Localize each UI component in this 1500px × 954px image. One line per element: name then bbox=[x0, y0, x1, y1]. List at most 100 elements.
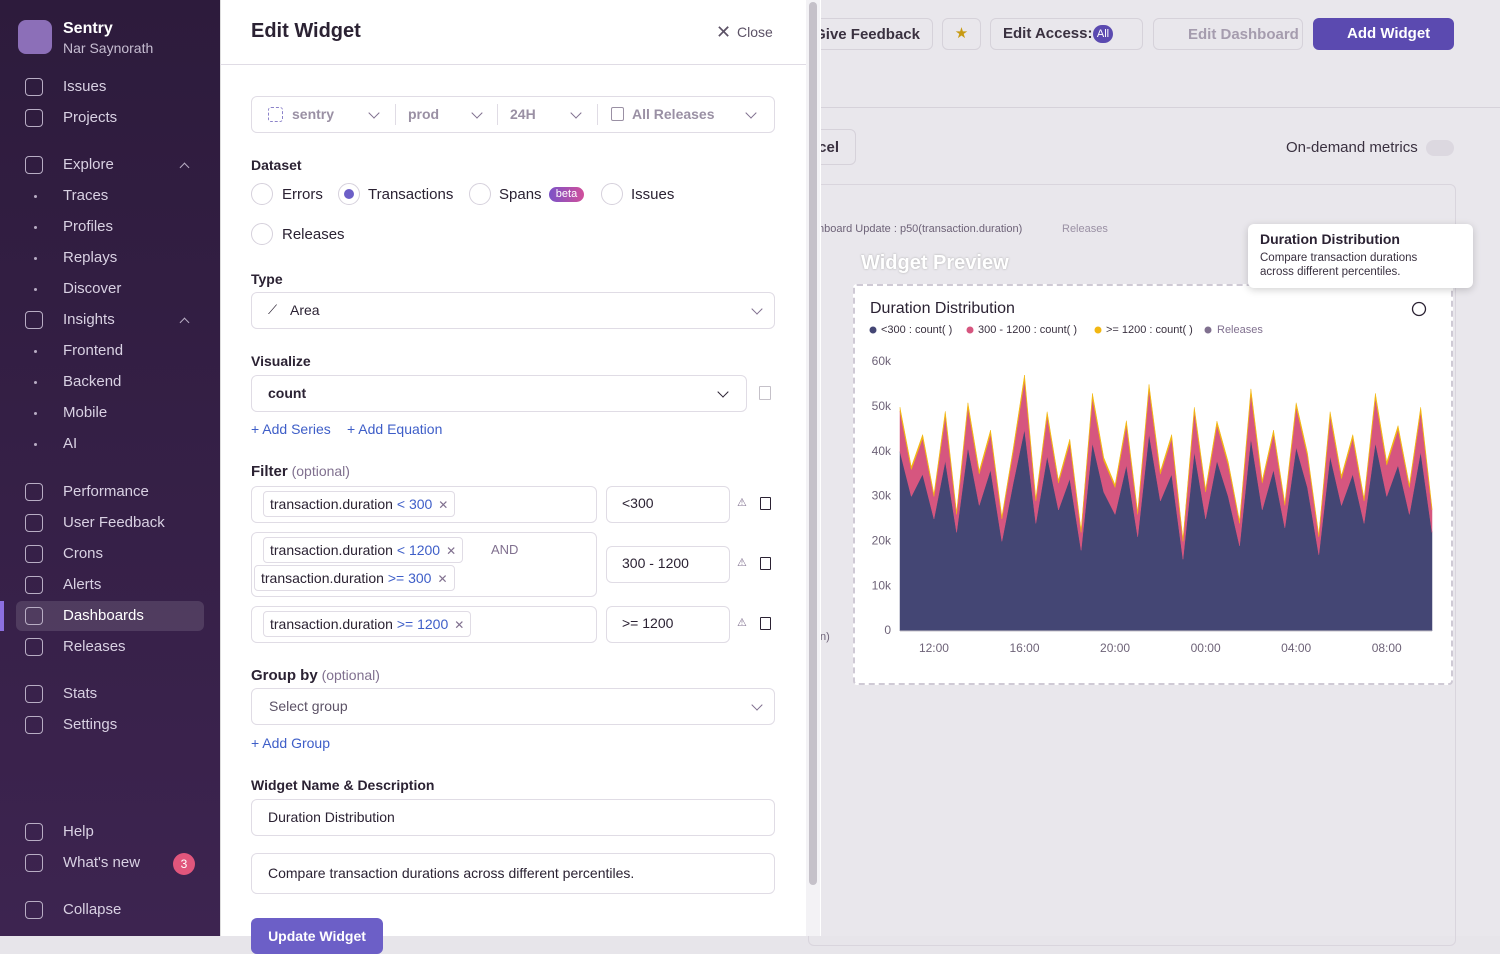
trash-icon[interactable] bbox=[759, 386, 771, 400]
on-demand-toggle[interactable] bbox=[1426, 140, 1454, 156]
trash-icon[interactable] bbox=[760, 497, 771, 510]
nav-active-indicator bbox=[0, 601, 4, 631]
edit-access-button[interactable] bbox=[990, 18, 1143, 50]
type-label: Type bbox=[251, 271, 283, 287]
drawer-divider bbox=[220, 64, 806, 65]
nav-item[interactable]: Issues bbox=[63, 78, 107, 95]
visualize-select[interactable] bbox=[251, 375, 747, 412]
nav-item[interactable]: Frontend bbox=[63, 342, 124, 359]
token-value: 1200 bbox=[417, 616, 449, 632]
nav-bullet bbox=[34, 442, 37, 446]
filter-heading: Filter (optional) bbox=[251, 463, 350, 480]
add-group[interactable]: + Add Group bbox=[251, 735, 331, 751]
edit-access-label: Edit Access: bbox=[1003, 25, 1093, 42]
project-filter[interactable]: sentry bbox=[292, 106, 335, 122]
nav-item[interactable]: Dashboards bbox=[63, 607, 144, 624]
nav-bullet bbox=[34, 194, 37, 198]
close-label[interactable]: Close bbox=[737, 24, 773, 40]
beta-badge: beta bbox=[549, 187, 584, 202]
nav-item[interactable]: Settings bbox=[63, 716, 118, 733]
separator bbox=[497, 104, 498, 125]
radio[interactable] bbox=[251, 223, 273, 245]
nav-item[interactable]: Projects bbox=[63, 109, 118, 126]
add-series[interactable]: + Add Series bbox=[251, 421, 331, 437]
nav-item[interactable]: Discover bbox=[63, 280, 122, 297]
token-remove[interactable]: ✕ bbox=[438, 498, 449, 512]
trash-icon[interactable] bbox=[760, 557, 771, 570]
legend-label: Releases bbox=[1217, 324, 1263, 336]
nav-item[interactable]: Crons bbox=[63, 545, 104, 562]
nav-bullet bbox=[34, 380, 37, 384]
filter-alias[interactable] bbox=[606, 546, 730, 583]
area-icon: ⟋ bbox=[268, 302, 278, 317]
nav-item[interactable]: Traces bbox=[63, 187, 109, 204]
nav-item[interactable]: Collapse bbox=[63, 901, 122, 918]
nav-item[interactable]: Insights bbox=[63, 311, 115, 328]
nav-item[interactable]: Stats bbox=[63, 685, 98, 702]
give-feedback-button[interactable]: Give Feedback bbox=[808, 18, 933, 50]
token-key: transaction.duration bbox=[270, 542, 393, 558]
type-select[interactable] bbox=[251, 292, 775, 329]
tooltip-description: Compare transaction durations across dif… bbox=[1260, 252, 1418, 278]
nav-icon bbox=[25, 901, 43, 919]
radio-label: Transactions bbox=[368, 186, 454, 203]
nav-bullet bbox=[34, 411, 37, 415]
radio[interactable] bbox=[469, 183, 491, 205]
token-op: < bbox=[396, 542, 406, 558]
user-name: Nar Saynorath bbox=[63, 40, 154, 56]
nav-item[interactable]: Profiles bbox=[63, 218, 114, 235]
token-remove[interactable]: ✕ bbox=[437, 572, 448, 586]
drawer bbox=[220, 0, 821, 936]
nav-item[interactable]: Mobile bbox=[63, 404, 108, 421]
nav-icon bbox=[25, 854, 43, 872]
y-tick-label: 60k bbox=[872, 354, 892, 368]
legend-label: 300 - 1200 : count( ) bbox=[978, 324, 1077, 336]
group-heading: Group by (optional) bbox=[251, 667, 380, 684]
and-operator: AND bbox=[491, 542, 519, 557]
nav-item[interactable]: Help bbox=[63, 823, 94, 840]
name-label: Widget Name & Description bbox=[251, 777, 435, 793]
token-remove[interactable]: ✕ bbox=[454, 618, 465, 632]
star-button[interactable]: ★ bbox=[942, 18, 981, 50]
info-icon[interactable] bbox=[1411, 301, 1427, 317]
sidebar bbox=[0, 0, 220, 936]
release-filter[interactable]: All Releases bbox=[632, 106, 715, 122]
trash-icon[interactable] bbox=[760, 617, 771, 630]
radio[interactable] bbox=[251, 183, 273, 205]
nav-bullet bbox=[34, 287, 37, 291]
nav-item[interactable]: What's new bbox=[63, 854, 141, 871]
nav-item[interactable]: User Feedback bbox=[63, 514, 165, 531]
env-filter[interactable]: prod bbox=[408, 106, 440, 122]
description-input[interactable] bbox=[251, 853, 775, 894]
nav-bullet bbox=[34, 349, 37, 353]
org-logo bbox=[18, 20, 52, 54]
close-button[interactable]: ✕ bbox=[716, 22, 732, 42]
radio[interactable] bbox=[601, 183, 623, 205]
nav-item[interactable]: Replays bbox=[63, 249, 118, 266]
token-remove[interactable]: ✕ bbox=[446, 544, 457, 558]
area bbox=[899, 374, 1433, 542]
alias-value: 300 - 1200 bbox=[622, 555, 689, 571]
nav-item[interactable]: Alerts bbox=[63, 576, 102, 593]
legend-marker bbox=[1204, 326, 1212, 334]
name-input[interactable] bbox=[251, 799, 775, 836]
nav-item[interactable]: Releases bbox=[63, 638, 126, 655]
add-widget-button[interactable]: Add Widget bbox=[1313, 18, 1454, 50]
visualize-label: Visualize bbox=[251, 353, 311, 369]
token-value: 300 bbox=[408, 496, 433, 512]
date-filter[interactable]: 24H bbox=[510, 106, 536, 122]
add-equation[interactable]: + Add Equation bbox=[347, 421, 443, 437]
edit-dashboard-button[interactable]: Edit Dashboard bbox=[1153, 18, 1303, 50]
nav-item[interactable]: Performance bbox=[63, 483, 149, 500]
drawer-scroll-thumb[interactable] bbox=[809, 2, 817, 885]
nav-item[interactable]: Backend bbox=[63, 373, 122, 390]
filter-alias[interactable] bbox=[606, 486, 730, 523]
group-select[interactable] bbox=[251, 688, 775, 725]
radio-label: Issues bbox=[631, 186, 675, 203]
nav-item[interactable]: Explore bbox=[63, 156, 114, 173]
filter-alias[interactable] bbox=[606, 606, 730, 643]
submit-button[interactable]: Update Widget bbox=[251, 918, 383, 954]
filter-token: transaction.duration < 300 ✕ bbox=[263, 491, 456, 517]
nav-item[interactable]: AI bbox=[63, 435, 78, 452]
radio[interactable] bbox=[338, 183, 360, 205]
